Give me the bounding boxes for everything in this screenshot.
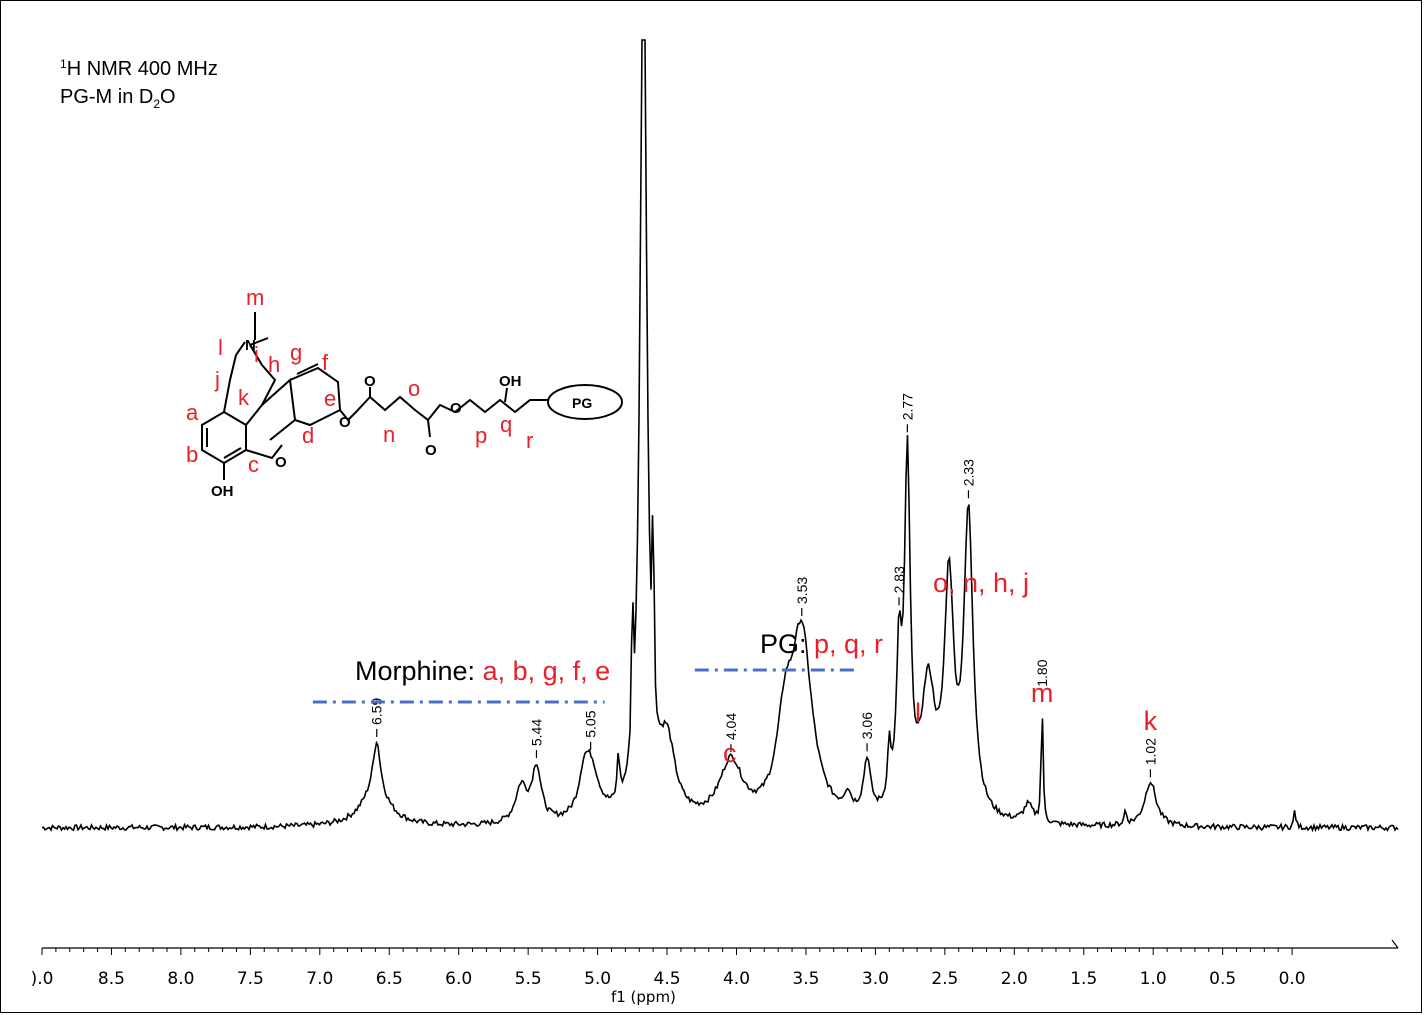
structure-label-n: n xyxy=(383,422,395,447)
k-label: k xyxy=(1144,706,1158,736)
structure-label-j: j xyxy=(214,367,220,392)
atom-o-ester2: O xyxy=(450,400,462,417)
l-label: l xyxy=(915,698,921,728)
pg-label: PG: p, q, r xyxy=(760,629,883,659)
onhj-label: o, n, h, j xyxy=(933,568,1029,598)
ring-c xyxy=(261,377,297,441)
x-tick-label: 7.0 xyxy=(306,969,333,989)
x-tick-label: 3.0 xyxy=(862,969,889,989)
header-sample: PG-M in D xyxy=(60,86,154,108)
x-tick-label: 1.0 xyxy=(1140,969,1167,989)
header-sup: 1 xyxy=(60,57,67,71)
structure-label-m: m xyxy=(246,285,264,310)
x-axis-title: f1 (ppm) xyxy=(611,988,676,1006)
bridge xyxy=(223,341,246,413)
header-line-1: 1H NMR 400 MHz xyxy=(60,57,218,81)
bridge xyxy=(245,344,277,426)
x-tick-label: 0.5 xyxy=(1209,969,1236,989)
peak-label: 2.83 xyxy=(891,566,907,593)
x-tick-label: 5.5 xyxy=(515,969,542,989)
spectrum-line xyxy=(41,39,1399,833)
ring-d xyxy=(289,366,342,427)
x-tick-label: 4.0 xyxy=(723,969,750,989)
peak-label: 3.53 xyxy=(794,577,810,604)
x-tick-label: 1.5 xyxy=(1070,969,1097,989)
peak-label: 1.02 xyxy=(1142,738,1158,765)
ring-double-bond xyxy=(223,447,242,459)
x-axis-end xyxy=(1391,939,1399,949)
structure-label-r: r xyxy=(526,428,533,453)
x-tick-label: 2.0 xyxy=(1001,969,1028,989)
pg-ellipse xyxy=(547,384,623,420)
structure-label-b: b xyxy=(186,442,198,467)
hydroxyl-bond xyxy=(504,387,508,403)
x-tick-label: 5.0 xyxy=(584,969,611,989)
structure-label-g: g xyxy=(290,340,302,365)
x-tick-label: 6.5 xyxy=(376,969,403,989)
structure-label-l: l xyxy=(218,335,223,360)
structure-label-q: q xyxy=(500,412,512,437)
header-sample-end: O xyxy=(160,86,176,108)
atom-o-carbonyl2: O xyxy=(425,442,437,459)
x-tick-label: 3.5 xyxy=(792,969,819,989)
structure-label-h: h xyxy=(268,352,280,377)
morphine-structure: N O OH OH O O O O PG ml i h g f j e a k d b c on p qr xyxy=(186,285,623,500)
c-label: c xyxy=(723,738,737,768)
x-tick-label: 0.0 xyxy=(1279,969,1306,989)
x-tick-label: 4.5 xyxy=(654,969,681,989)
carbonyl-bond xyxy=(427,419,431,438)
x-tick-label: 6.0 xyxy=(445,969,472,989)
atom-oh-bottom: OH xyxy=(211,483,234,500)
morphine-label: Morphine: a, b, g, f, e xyxy=(355,656,610,686)
peak-label: 5.44 xyxy=(528,719,544,746)
peak-label: 2.33 xyxy=(960,459,976,486)
atom-o-ring: O xyxy=(275,454,287,471)
atom-n: N xyxy=(245,337,256,354)
header-line-2: PG-M in D2O xyxy=(60,86,176,111)
structure-label-k: k xyxy=(238,385,250,410)
n-methyl-bond xyxy=(249,337,269,346)
alkene-double-bond xyxy=(296,363,319,375)
peak-label: 3.06 xyxy=(859,712,875,739)
x-tick-label: 2.5 xyxy=(931,969,958,989)
atom-o-carbonyl1: O xyxy=(364,373,376,390)
header-sub: 2 xyxy=(153,97,161,111)
structure-label-o: o xyxy=(408,376,420,401)
peak-label: 4.04 xyxy=(723,713,739,740)
plot-area: 6.59 5.44 5.05 4.04 3.53 3.06 2.83 2.77 2.33 1.80… xyxy=(31,39,1399,1006)
x-tick-label: 8.5 xyxy=(98,969,125,989)
x-tick-label: 8.0 xyxy=(167,969,194,989)
atom-o-ester1: O xyxy=(339,414,351,431)
peak-label: 1.80 xyxy=(1034,659,1050,686)
structure-label-p: p xyxy=(475,423,487,448)
structure-label-f: f xyxy=(322,350,329,375)
atom-pg: PG xyxy=(572,395,592,411)
structure-label-c: c xyxy=(248,452,259,477)
structure-label-a: a xyxy=(186,400,199,425)
structure-label-e: e xyxy=(324,386,336,411)
structure-label-d: d xyxy=(302,423,314,448)
benzene-ring xyxy=(201,410,247,465)
x-tick-label: 7.5 xyxy=(237,969,264,989)
structure-label-i: i xyxy=(254,342,259,367)
x-tick-label: ).0 xyxy=(31,969,54,989)
m-label: m xyxy=(1031,678,1054,708)
atom-oh-top: OH xyxy=(499,373,522,390)
header-title: H NMR 400 MHz xyxy=(66,58,218,80)
peak-label: 2.77 xyxy=(899,393,915,420)
ester-chain xyxy=(339,395,548,422)
peak-label: 5.05 xyxy=(583,710,599,737)
peak-label: 6.59 xyxy=(369,698,385,725)
ether-bridge xyxy=(245,444,283,460)
